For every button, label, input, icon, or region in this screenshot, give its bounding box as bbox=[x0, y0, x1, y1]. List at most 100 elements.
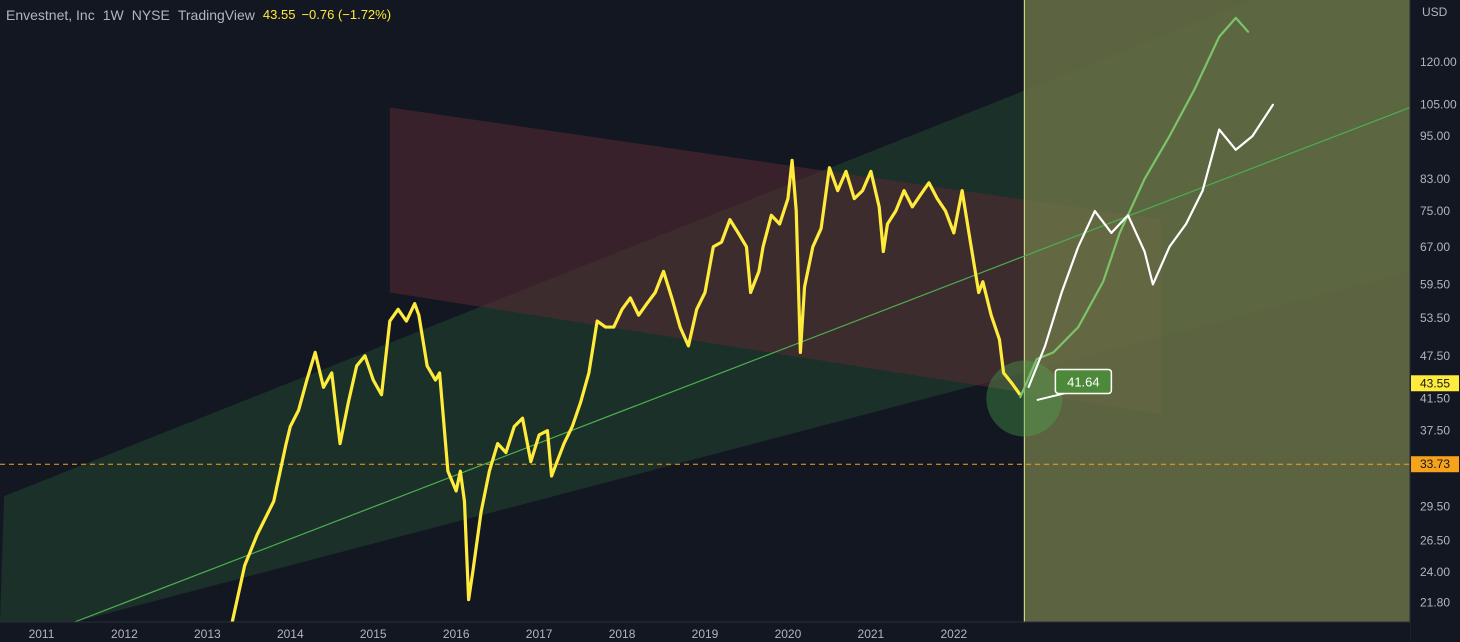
price-series-point bbox=[434, 379, 437, 381]
price-series-point bbox=[662, 270, 665, 273]
price-series-point bbox=[380, 393, 383, 396]
projection-green-series-point bbox=[1168, 135, 1171, 137]
price-series-point bbox=[977, 291, 980, 294]
price-series-point bbox=[426, 365, 428, 367]
price-series-point bbox=[836, 189, 839, 192]
price-tick-label: 21.80 bbox=[1420, 596, 1450, 610]
price-series-point bbox=[438, 372, 441, 374]
price-series-point bbox=[936, 197, 939, 200]
price-series-point bbox=[778, 223, 781, 225]
legend-exchange: NYSE bbox=[131, 7, 170, 23]
price-series-point bbox=[812, 245, 814, 248]
price-series-point bbox=[588, 372, 590, 374]
projection-green-series-point bbox=[1235, 17, 1237, 19]
price-tick-label: 120.00 bbox=[1420, 55, 1457, 69]
current-price-marker bbox=[1411, 375, 1459, 392]
time-tick-label: 2016 bbox=[443, 627, 470, 641]
price-tick-label: 47.50 bbox=[1420, 349, 1450, 363]
price-series-point bbox=[297, 409, 300, 412]
price-series-point bbox=[571, 425, 574, 428]
price-series-point bbox=[256, 533, 258, 536]
price-series-point bbox=[646, 302, 648, 305]
legend-symbol: Envestnet, Inc bbox=[6, 7, 95, 23]
price-series-point bbox=[397, 308, 399, 311]
price-series-point bbox=[737, 232, 739, 234]
price-series-point bbox=[861, 189, 864, 192]
projection-green-series-point bbox=[1218, 35, 1221, 38]
time-axis bbox=[0, 622, 1410, 642]
price-series-point bbox=[314, 351, 316, 354]
callout-box bbox=[1054, 368, 1113, 395]
projection-white-series-point bbox=[1235, 148, 1237, 151]
legend-change: −0.76 (−1.72%) bbox=[301, 7, 392, 22]
projection-green-series-point bbox=[1118, 232, 1121, 234]
price-series-point bbox=[467, 598, 470, 601]
price-series-point bbox=[621, 308, 623, 311]
legend-interval: 1W bbox=[102, 7, 124, 23]
price-tick-label: 26.50 bbox=[1420, 534, 1450, 548]
price-series-point bbox=[903, 189, 905, 192]
price-series-point bbox=[998, 338, 1001, 341]
price-series-point bbox=[604, 326, 607, 328]
price-tick-label: 67.00 bbox=[1420, 240, 1450, 254]
price-series-point bbox=[339, 442, 341, 445]
price-series-point bbox=[550, 475, 553, 477]
price-series-point bbox=[563, 442, 565, 445]
price-series-point bbox=[745, 245, 748, 248]
price-series-point bbox=[546, 429, 549, 432]
price-tick-label: 83.00 bbox=[1420, 172, 1450, 186]
time-tick-label: 2021 bbox=[858, 627, 885, 641]
price-series-point bbox=[355, 365, 358, 367]
price-series-point bbox=[770, 214, 773, 217]
projection-white-series-point bbox=[1127, 214, 1129, 217]
price-series-point bbox=[463, 500, 466, 503]
chart-legend: Envestnet, Inc 1W NYSE TradingView 43.55… bbox=[6, 7, 399, 23]
price-series-point bbox=[538, 434, 540, 436]
price-series-point bbox=[289, 425, 292, 428]
time-tick-label: 2013 bbox=[194, 627, 221, 641]
price-series-point bbox=[629, 297, 632, 299]
support-price-label: 33.73 bbox=[1420, 457, 1450, 471]
price-tick-label: 53.50 bbox=[1420, 311, 1450, 325]
price-series-point bbox=[455, 490, 457, 492]
price-series-point bbox=[982, 280, 984, 283]
price-series-point bbox=[944, 210, 947, 212]
price-series-point bbox=[695, 308, 698, 311]
projection-white-series-line bbox=[1027, 103, 1275, 388]
projection-green-series-point bbox=[1019, 396, 1021, 399]
projection-white-series-point bbox=[1077, 245, 1080, 248]
price-axis-currency: USD bbox=[1422, 5, 1448, 19]
price-series-point bbox=[285, 442, 287, 445]
price-series-point bbox=[364, 354, 366, 357]
price-series-point bbox=[505, 451, 507, 454]
support-price-marker bbox=[1411, 456, 1459, 473]
time-tick-label: 2017 bbox=[526, 627, 553, 641]
time-tick-label: 2022 bbox=[940, 627, 967, 641]
price-tick-label: 59.50 bbox=[1420, 277, 1450, 291]
projection-green-series-point bbox=[1247, 31, 1250, 33]
projection-white-series-point bbox=[1110, 232, 1113, 234]
price-series-point bbox=[405, 320, 408, 322]
legend-source: TradingView bbox=[177, 7, 255, 23]
price-series-point bbox=[347, 401, 350, 404]
price-series-point bbox=[322, 386, 325, 389]
price-series-point bbox=[795, 210, 798, 212]
projection-white-series-point bbox=[1094, 210, 1096, 212]
price-series-point bbox=[729, 218, 731, 221]
time-tick-label: 2011 bbox=[29, 627, 55, 641]
price-series-point bbox=[372, 379, 375, 381]
price-series-point bbox=[799, 351, 802, 354]
projection-green-series-point bbox=[1143, 178, 1146, 180]
price-series-point bbox=[471, 571, 474, 573]
projection-white-series-point bbox=[1168, 245, 1171, 248]
projection-green-series-point bbox=[1035, 358, 1038, 360]
low-highlight-circle bbox=[986, 360, 1063, 437]
projection-white-series-point bbox=[1201, 189, 1204, 192]
projection-white-series-point bbox=[1027, 386, 1030, 389]
price-series-point bbox=[712, 245, 715, 248]
projection-green-series-line bbox=[1019, 16, 1250, 398]
projection-white-series-point bbox=[1143, 250, 1146, 253]
price-series-point bbox=[803, 286, 806, 288]
